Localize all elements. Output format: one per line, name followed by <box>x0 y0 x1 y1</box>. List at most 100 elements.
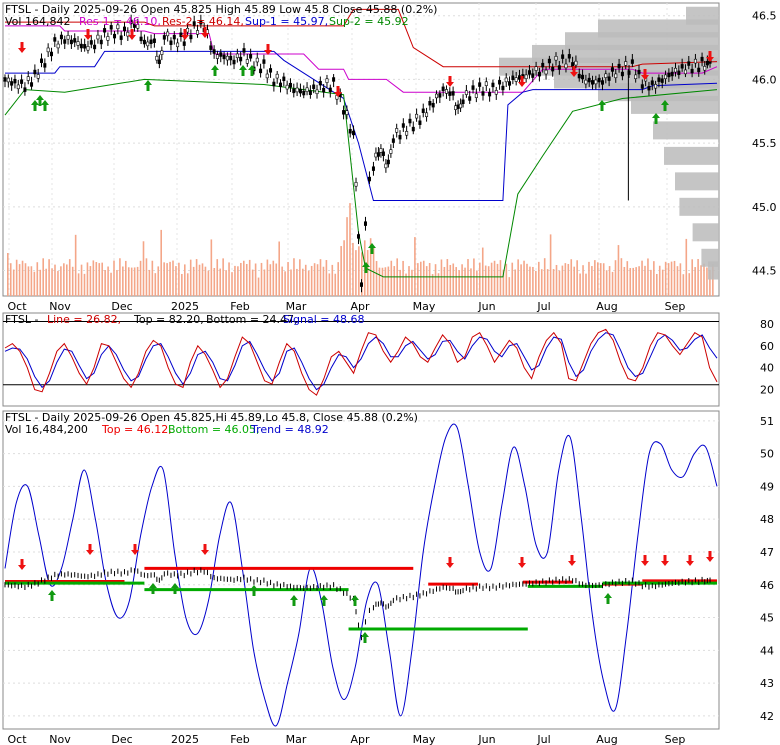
down-arrow <box>86 544 94 555</box>
volume-bar <box>632 267 634 296</box>
candle-body <box>584 79 588 85</box>
trend-trend-label: Trend = 48.92 <box>250 423 329 436</box>
candle-body <box>239 56 243 62</box>
down-arrow <box>706 51 714 62</box>
candle-body <box>352 130 356 136</box>
volume-bar <box>184 264 186 296</box>
candle-body <box>69 39 73 45</box>
volume-bar <box>390 260 393 296</box>
volume-bar <box>682 274 685 296</box>
volume-bar <box>664 261 667 296</box>
candle-body <box>564 63 568 69</box>
volume-bar <box>30 266 33 296</box>
volume-bar <box>588 261 590 296</box>
stochastic-panel: 80 60 40 20 FTSL - Line = 26.82, Top = 82.2… <box>2 312 774 407</box>
down-arrow <box>568 555 576 566</box>
stochastic-top-label: Top = 82.20, <box>133 313 204 326</box>
volume-bar <box>532 266 534 296</box>
candle-body <box>604 73 608 78</box>
volume-bar <box>204 266 207 296</box>
candle-body <box>674 67 678 73</box>
volume-bar <box>346 217 348 296</box>
trend-y-tick: 46 <box>760 579 774 592</box>
volume-bar <box>546 269 549 296</box>
volume-bar <box>77 273 80 296</box>
volume-bar <box>74 234 77 296</box>
volume-bar <box>328 273 331 296</box>
volume-bar <box>104 270 106 296</box>
candle-body <box>498 80 502 85</box>
volume-bar <box>27 266 30 296</box>
candle-body <box>637 69 641 75</box>
trend-x-tick: Nov <box>49 733 71 745</box>
trend-y-tick: 45 <box>760 612 774 625</box>
stochastic-lines <box>4 328 718 396</box>
candle-body <box>305 87 309 92</box>
trend-x-axis: Oct Nov Dec 2025 Feb Mar Apr May Jun Jul Aug Sep <box>7 733 685 745</box>
trend-y-tick: 44 <box>760 644 774 657</box>
candle-body <box>454 105 458 110</box>
candle-body <box>16 84 20 90</box>
support-resistance-lines <box>4 8 718 278</box>
volume-bar <box>585 273 587 296</box>
candle-body <box>132 23 136 28</box>
candle-body <box>99 39 103 45</box>
volume-bar <box>529 266 531 296</box>
candle-body <box>484 81 488 86</box>
candle-body <box>554 56 558 61</box>
volume-bar <box>331 264 334 296</box>
candle-body <box>415 113 419 119</box>
volume-bar <box>299 259 301 296</box>
candle-body <box>534 66 538 71</box>
trend-volume-label: Vol 16,484,200 <box>5 423 88 436</box>
candle-body <box>448 91 452 96</box>
candle-body <box>160 50 164 55</box>
candle-body <box>142 39 146 45</box>
candle-body <box>444 89 448 94</box>
volume-bar <box>319 259 322 296</box>
volume-bar <box>414 237 416 296</box>
up-arrow <box>171 583 179 594</box>
candle-body <box>13 78 17 84</box>
candle-body <box>504 77 508 83</box>
volume-bar <box>561 265 564 296</box>
res2-label: Res-2 = 46.14, <box>162 15 244 28</box>
candle-body <box>235 53 239 59</box>
volume-bar <box>378 267 381 296</box>
candle-body <box>461 99 465 104</box>
volume-bar <box>452 263 455 296</box>
volume-bar <box>393 266 396 296</box>
up-arrow <box>36 95 44 106</box>
volume-bar <box>86 262 89 296</box>
candle-body <box>106 36 110 41</box>
volume-bar <box>558 270 561 296</box>
price-x-axis: Oct Nov Dec 2025 Feb Mar Apr May Jun Jul Aug Sep <box>7 300 685 313</box>
volume-bar <box>411 269 413 296</box>
stoch-y-tick: 40 <box>760 362 774 375</box>
trend-x-tick: Jun <box>477 733 495 745</box>
stoch-y-tick: 80 <box>760 318 774 331</box>
candle-body <box>40 58 44 63</box>
volume-bar <box>461 264 463 296</box>
volume-label: Vol 164,842 <box>5 15 70 28</box>
volume-bar <box>127 267 130 296</box>
volume-bar <box>92 260 95 296</box>
candle-body <box>325 78 329 83</box>
candle-body <box>617 63 621 69</box>
candle-body <box>697 67 701 73</box>
volume-bar <box>499 260 502 296</box>
candle-body <box>242 48 246 53</box>
volume-bar <box>322 266 325 296</box>
trend-y-tick: 42 <box>760 710 774 723</box>
price-x-tick: 2025 <box>171 300 199 313</box>
candle-body <box>196 30 200 35</box>
volume-bar <box>83 273 86 296</box>
volume-bar <box>358 246 360 296</box>
volume-bar <box>496 263 499 296</box>
volume-bar <box>384 267 387 296</box>
volume-bar <box>337 262 339 296</box>
volume-bar <box>278 241 280 296</box>
candle-body <box>405 131 409 136</box>
candle-body <box>172 34 176 40</box>
candle-body <box>687 61 691 66</box>
